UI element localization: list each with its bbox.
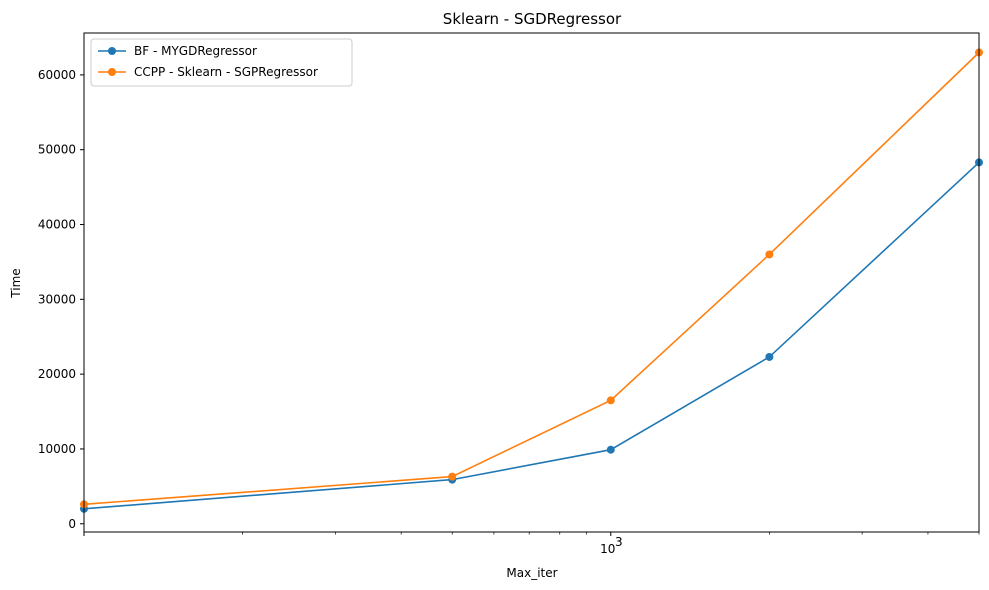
x-tick-label-0: 10 xyxy=(600,542,615,556)
x-axis: 10 3 xyxy=(83,532,980,556)
y-tick-label-1: 10000 xyxy=(38,442,76,456)
y-tick-label-0: 0 xyxy=(68,517,76,531)
legend-label-0: BF - MYGDRegressor xyxy=(134,44,257,58)
legend: BF - MYGDRegressor CCPP - Sklearn - SGPRe… xyxy=(90,38,353,87)
series-1-point-2 xyxy=(606,396,615,405)
legend-marker-1 xyxy=(108,68,116,76)
y-tick-label-2: 20000 xyxy=(38,367,76,381)
series-1-point-1 xyxy=(448,472,457,481)
x-axis-label: Max_iter xyxy=(506,566,557,580)
y-tick-label-5: 50000 xyxy=(38,143,76,157)
series-0-point-3 xyxy=(765,352,774,361)
chart-title: Sklearn - SGDRegressor xyxy=(443,10,622,28)
axes-frame xyxy=(83,32,980,533)
x-tick-exponent-0: 3 xyxy=(615,535,623,549)
series-line-1 xyxy=(83,51,980,506)
plot-area xyxy=(80,48,983,513)
legend-label-1: CCPP - Sklearn - SGPRegressor xyxy=(134,65,318,79)
y-tick-label-3: 30000 xyxy=(38,292,76,306)
series-0-point-2 xyxy=(606,445,615,454)
series-line-0 xyxy=(83,161,980,510)
y-tick-label-4: 40000 xyxy=(38,218,76,232)
legend-marker-0 xyxy=(108,47,116,55)
y-axis: 0 10000 20000 30000 40000 50000 60000 xyxy=(38,68,84,531)
legend-box xyxy=(90,38,353,87)
y-tick-label-6: 60000 xyxy=(38,68,76,82)
series-1-point-3 xyxy=(765,250,774,259)
y-axis-label: Time xyxy=(9,268,23,298)
